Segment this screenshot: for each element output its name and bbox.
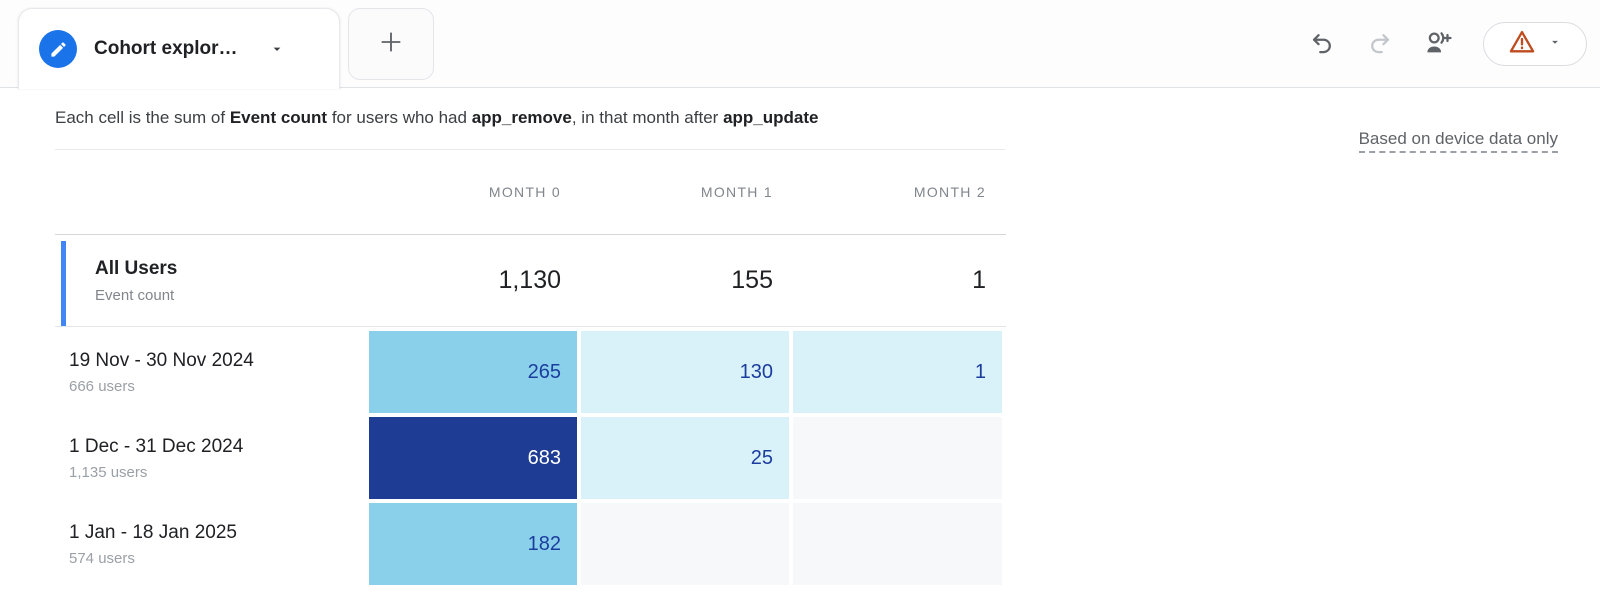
summary-value-month-2: 1 xyxy=(972,266,986,294)
entry-event-name: app_update xyxy=(723,108,819,127)
heatmap-cell[interactable] xyxy=(581,503,789,585)
add-tab-button[interactable] xyxy=(348,8,434,80)
description-segment: Each cell is the sum of xyxy=(55,108,230,127)
column-header-month-1: MONTH 1 xyxy=(700,184,773,200)
summary-value-month-0: 1,130 xyxy=(498,266,561,294)
cohort-description: Each cell is the sum of Event count for … xyxy=(55,108,1005,150)
heatmap-cell[interactable]: 265 xyxy=(369,331,577,413)
summary-accent-bar xyxy=(61,241,66,326)
cohort-user-count: 574 users xyxy=(69,549,135,567)
summary-row-all-users: All Users Event count 1,130 155 1 xyxy=(55,234,1006,327)
cohort-date-range: 1 Dec - 31 Dec 2024 xyxy=(69,435,244,457)
caret-down-icon xyxy=(1548,35,1562,54)
cohort-table: MONTH 0 MONTH 1 MONTH 2 All Users Event … xyxy=(55,150,1006,585)
cohort-row-nov-2024: 19 Nov - 30 Nov 2024 666 users 265 130 1 xyxy=(55,331,1006,413)
cohort-row-label: 1 Dec - 31 Dec 2024 1,135 users xyxy=(55,417,365,499)
cohort-user-count: 1,135 users xyxy=(69,463,148,481)
cohort-row-dec-2024: 1 Dec - 31 Dec 2024 1,135 users 683 25 xyxy=(55,417,1006,499)
edit-pencil-icon xyxy=(39,30,77,68)
sampling-warning-button[interactable] xyxy=(1483,22,1587,66)
person-add-icon xyxy=(1423,28,1453,61)
summary-label-block: All Users Event count xyxy=(55,235,365,326)
cohort-rows: 19 Nov - 30 Nov 2024 666 users 265 130 1… xyxy=(55,331,1006,585)
cohort-user-count: 666 users xyxy=(69,377,135,395)
warning-triangle-icon xyxy=(1508,28,1536,61)
cohort-row-label: 1 Jan - 18 Jan 2025 574 users xyxy=(55,503,365,585)
summary-title: All Users xyxy=(95,257,178,279)
undo-button[interactable] xyxy=(1309,29,1336,59)
cohort-column-headers: MONTH 0 MONTH 1 MONTH 2 xyxy=(55,150,1006,234)
undo-icon xyxy=(1309,29,1336,59)
cohort-date-range: 19 Nov - 30 Nov 2024 xyxy=(69,349,254,371)
add-user-button[interactable] xyxy=(1423,28,1453,61)
heatmap-cell[interactable]: 130 xyxy=(581,331,789,413)
column-header-month-0: MONTH 0 xyxy=(488,184,561,200)
exploration-tab-strip: Cohort explor… xyxy=(0,0,1600,89)
heatmap-cell[interactable]: 683 xyxy=(369,417,577,499)
tab-title: Cohort explor… xyxy=(94,38,238,59)
return-event-name: app_remove xyxy=(471,108,572,127)
heatmap-cell[interactable]: 182 xyxy=(369,503,577,585)
column-header-month-2: MONTH 2 xyxy=(913,184,986,200)
heatmap-cell[interactable] xyxy=(793,417,1002,499)
redo-button[interactable] xyxy=(1366,29,1393,59)
summary-metric: Event count xyxy=(95,286,175,304)
tab-cohort-exploration[interactable]: Cohort explor… xyxy=(18,8,340,89)
redo-icon xyxy=(1366,29,1393,59)
device-data-note-link[interactable]: Based on device data only xyxy=(1358,129,1558,153)
summary-value-month-1: 155 xyxy=(731,266,773,294)
description-segment: for users who had xyxy=(327,108,472,127)
cohort-exploration-canvas: Each cell is the sum of Event count for … xyxy=(0,108,1600,585)
cohort-row-label: 19 Nov - 30 Nov 2024 666 users xyxy=(55,331,365,413)
tab-dropdown-caret-icon[interactable] xyxy=(269,41,285,57)
cohort-row-jan-2025: 1 Jan - 18 Jan 2025 574 users 182 xyxy=(55,503,1006,585)
description-segment: , in that month after xyxy=(571,108,724,127)
metric-name: Event count xyxy=(229,108,328,127)
cohort-date-range: 1 Jan - 18 Jan 2025 xyxy=(69,521,237,543)
exploration-toolbar xyxy=(1309,0,1587,88)
heatmap-cell[interactable] xyxy=(793,503,1002,585)
heatmap-cell[interactable]: 1 xyxy=(793,331,1002,413)
heatmap-cell[interactable]: 25 xyxy=(581,417,789,499)
plus-icon xyxy=(377,28,405,61)
